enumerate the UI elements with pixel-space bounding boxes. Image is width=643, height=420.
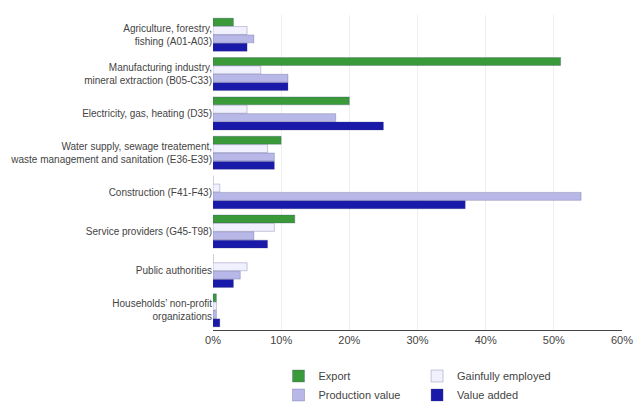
svg-text:Construction (F41-F43): Construction (F41-F43) bbox=[109, 187, 212, 198]
svg-text:Manufacturing industry,mineral: Manufacturing industry,mineral extractio… bbox=[84, 62, 212, 86]
svg-text:10%: 10% bbox=[270, 334, 292, 346]
svg-text:30%: 30% bbox=[406, 334, 428, 346]
svg-text:Value added: Value added bbox=[457, 389, 518, 401]
svg-text:Electricity, gas, heating (D35: Electricity, gas, heating (D35) bbox=[82, 108, 212, 119]
svg-text:20%: 20% bbox=[338, 334, 360, 346]
svg-text:Gainfully employed: Gainfully employed bbox=[457, 370, 551, 382]
svg-text:50%: 50% bbox=[543, 334, 565, 346]
svg-text:40%: 40% bbox=[475, 334, 497, 346]
svg-text:Public authorities: Public authorities bbox=[136, 265, 212, 276]
svg-text:0%: 0% bbox=[205, 334, 221, 346]
svg-text:Households’ non-profitorganiza: Households’ non-profitorganizations bbox=[112, 298, 212, 322]
svg-text:Production value: Production value bbox=[319, 389, 401, 401]
svg-text:Agriculture, forestry,fishing: Agriculture, forestry,fishing (A01-A03) bbox=[123, 23, 212, 47]
svg-text:Service providers (G45-T98): Service providers (G45-T98) bbox=[86, 226, 212, 237]
svg-text:Export: Export bbox=[319, 370, 351, 382]
svg-text:60%: 60% bbox=[611, 334, 633, 346]
svg-text:Water supply, sewage treatemen: Water supply, sewage treatement,waste ma… bbox=[10, 141, 212, 165]
